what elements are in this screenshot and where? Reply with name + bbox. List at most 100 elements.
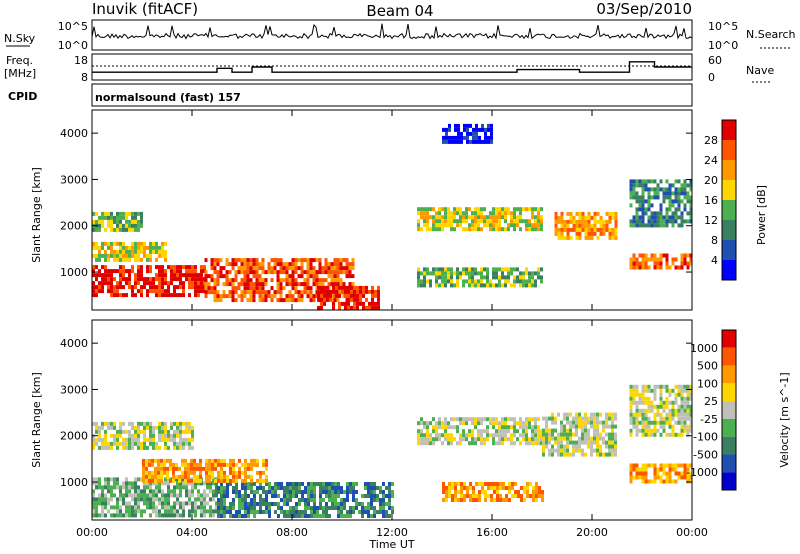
heatmap-cell [590, 231, 594, 236]
heatmap-cell [674, 396, 678, 401]
heatmap-cell [252, 266, 256, 271]
heatmap-cell [677, 384, 681, 389]
heatmap-cell [265, 498, 268, 502]
heatmap-cell [294, 262, 298, 267]
heatmap-cell [656, 412, 660, 417]
heatmap-cell [297, 266, 301, 271]
heatmap-cell [683, 475, 687, 480]
heatmap-cell [309, 294, 313, 299]
heatmap-cell [219, 298, 223, 303]
heatmap-cell [456, 275, 459, 280]
heatmap-cell [164, 253, 167, 258]
heatmap-cell [289, 486, 292, 490]
heatmap-cell [677, 203, 681, 208]
heatmap-cell [668, 463, 672, 468]
heatmap-cell [501, 227, 504, 232]
heatmap-cell [373, 514, 376, 518]
heatmap-cell [262, 490, 265, 494]
heatmap-cell [213, 290, 217, 295]
heatmap-cell [644, 412, 648, 417]
heatmap-cell [137, 273, 140, 278]
heatmap-cell [158, 253, 161, 258]
heatmap-cell [220, 498, 223, 502]
heatmap-cell [632, 223, 636, 228]
heatmap-cell [216, 262, 220, 267]
heatmap-cell [128, 277, 131, 282]
heatmap-cell [188, 293, 191, 298]
heatmap-cell [200, 493, 203, 498]
heatmap-cell [364, 486, 367, 490]
heatmap-cell [247, 462, 250, 467]
heatmap-cell [689, 199, 693, 204]
heatmap-cell [326, 297, 329, 302]
heatmap-cell [689, 183, 693, 188]
heatmap-cell [563, 223, 567, 228]
heatmap-cell [599, 231, 603, 236]
heatmap-cell [563, 428, 566, 433]
heatmap-cell [495, 429, 498, 434]
heatmap-cell [253, 462, 256, 467]
heatmap-cell [288, 262, 292, 267]
heatmap-cell [110, 293, 113, 298]
heatmap-cell [683, 203, 687, 208]
heatmap-cell [560, 215, 564, 220]
heatmap-cell [505, 494, 508, 498]
heatmap-cell [525, 271, 528, 276]
heatmap-cell [149, 281, 152, 286]
heatmap-cell [683, 467, 687, 472]
heatmap-cell [429, 227, 432, 232]
heatmap-cell [635, 191, 639, 196]
heatmap-cell [677, 195, 681, 200]
heatmap-cell [320, 289, 323, 294]
heatmap-cell [345, 274, 349, 279]
heatmap-cell [316, 514, 319, 518]
heatmap-cell [614, 235, 618, 240]
heatmap-cell [228, 278, 232, 283]
heatmap-cell [199, 466, 202, 471]
heatmap-cell [95, 441, 98, 446]
heatmap-cell [447, 441, 450, 446]
heatmap-cell [662, 187, 666, 192]
heatmap-cell [463, 486, 466, 490]
heatmap-cell [480, 227, 483, 232]
heatmap-cell [304, 514, 307, 518]
heatmap-cell [584, 227, 588, 232]
heatmap-cell [246, 278, 250, 283]
heatmap-cell [569, 420, 572, 425]
heatmap-cell [365, 289, 368, 294]
heatmap-cell [231, 278, 235, 283]
heatmap-cell [367, 514, 370, 518]
heatmap-cell [367, 494, 370, 498]
heatmap-cell [176, 293, 179, 298]
heatmap-cell [611, 424, 614, 429]
heatmap-cell [683, 384, 687, 389]
heatmap-cell [388, 482, 391, 486]
heatmap-cell [220, 474, 223, 479]
heatmap-cell [211, 462, 214, 467]
heatmap-cell [671, 412, 675, 417]
heatmap-cell [172, 474, 175, 479]
heatmap-cell [188, 489, 191, 494]
heatmap-cell [371, 297, 374, 302]
heatmap-cell [217, 478, 220, 483]
heatmap-cell [319, 506, 322, 510]
heatmap-cell [662, 219, 666, 224]
heatmap-cell [279, 262, 283, 267]
heatmap-cell [537, 207, 540, 212]
heatmap-cell [161, 421, 164, 426]
heatmap-cell [668, 432, 672, 437]
heatmap-cell [243, 266, 247, 271]
heatmap-cell [334, 486, 337, 490]
heatmap-cell [584, 432, 587, 437]
heatmap-cell [315, 290, 319, 295]
heatmap-cell [557, 452, 560, 457]
heatmap-cell [447, 425, 450, 430]
heatmap-cell [312, 270, 316, 275]
heatmap-cell [279, 278, 283, 283]
heatmap-cell [656, 191, 660, 196]
heatmap-cell [276, 270, 280, 275]
heatmap-cell [143, 489, 146, 494]
heatmap-cell [548, 428, 551, 433]
heatmap-cell [200, 273, 203, 278]
heatmap-cell [477, 429, 480, 434]
